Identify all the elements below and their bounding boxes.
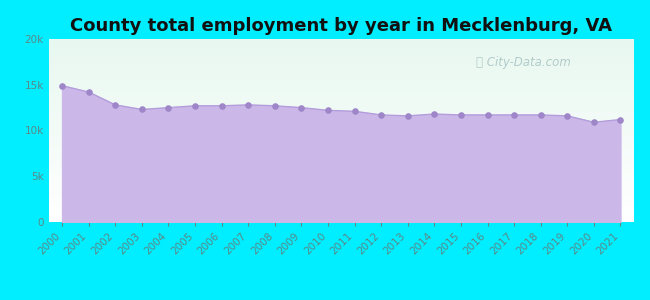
Point [616, 117, 626, 122]
Point [163, 105, 174, 110]
Point [482, 112, 493, 117]
Title: County total employment by year in Mecklenburg, VA: County total employment by year in Meckl… [70, 17, 612, 35]
Point [589, 120, 599, 125]
Point [270, 103, 280, 108]
Point [57, 83, 67, 88]
Point [562, 113, 573, 118]
Point [536, 112, 546, 117]
Point [243, 103, 254, 107]
Point [216, 103, 227, 108]
Point [83, 90, 94, 94]
Text: ⓘ City-Data.com: ⓘ City-Data.com [476, 56, 571, 69]
Point [296, 105, 307, 110]
Point [429, 112, 439, 116]
Point [136, 107, 147, 112]
Point [456, 112, 466, 117]
Point [509, 112, 519, 117]
Point [376, 112, 386, 117]
Point [110, 103, 120, 107]
Point [349, 109, 359, 114]
Point [190, 103, 200, 108]
Point [402, 113, 413, 118]
Point [323, 108, 333, 113]
